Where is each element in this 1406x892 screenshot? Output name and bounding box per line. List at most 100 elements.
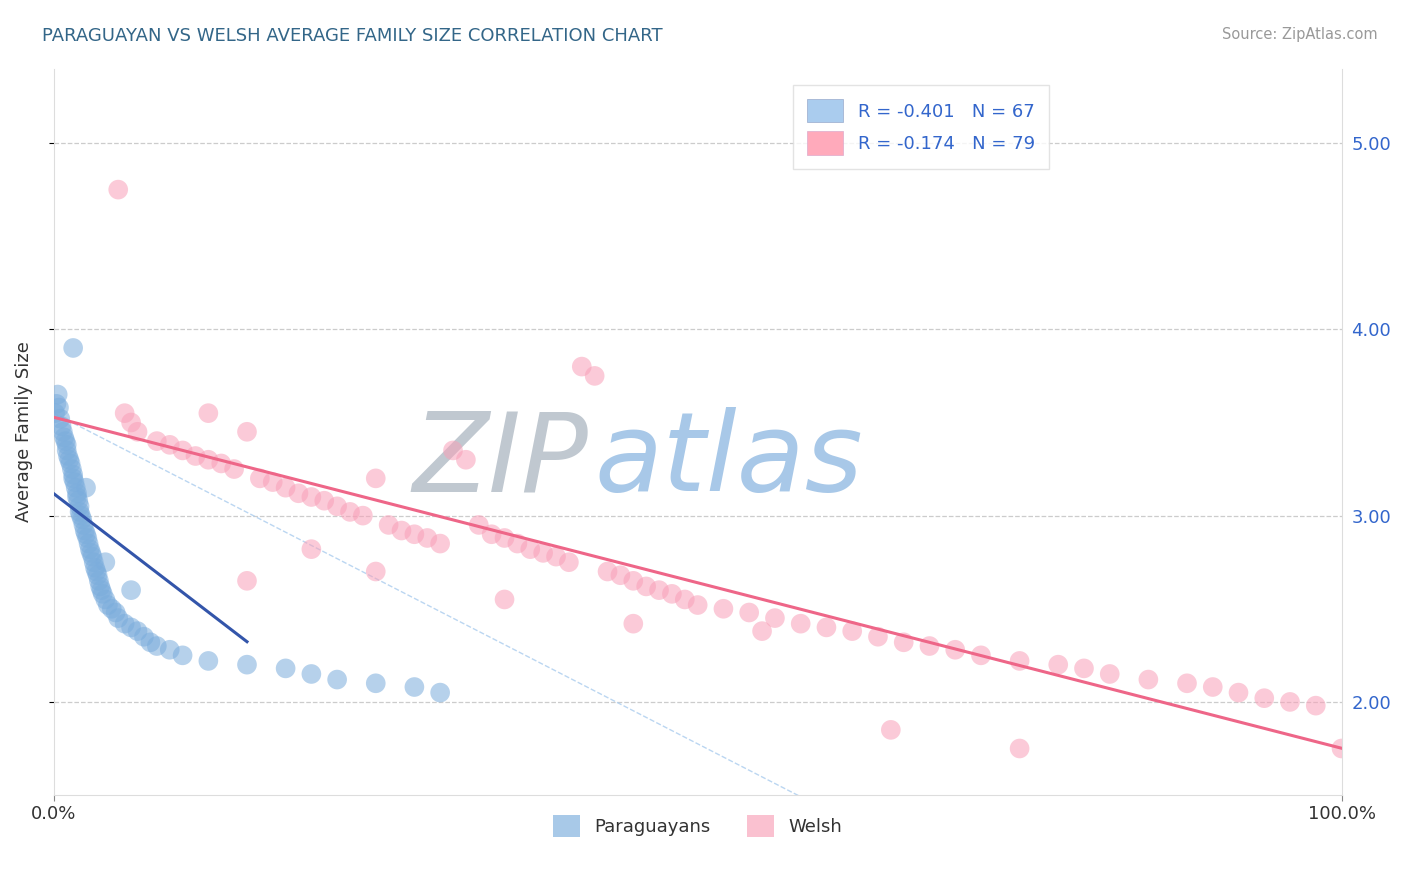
Point — [596, 565, 619, 579]
Point — [146, 434, 169, 449]
Legend: R = -0.401   N = 67, R = -0.174   N = 79: R = -0.401 N = 67, R = -0.174 N = 79 — [793, 85, 1049, 169]
Point — [49, 411, 72, 425]
Point — [274, 661, 297, 675]
Point — [83, 555, 105, 569]
Point — [87, 574, 110, 588]
Point — [63, 475, 86, 489]
Point — [44, 406, 66, 420]
Point — [531, 546, 554, 560]
Point — [299, 490, 322, 504]
Point — [72, 517, 94, 532]
Point — [236, 657, 259, 672]
Point — [377, 517, 399, 532]
Point — [139, 635, 162, 649]
Point — [441, 443, 464, 458]
Point — [1330, 741, 1353, 756]
Point — [970, 648, 993, 663]
Point — [1175, 676, 1198, 690]
Point — [287, 486, 309, 500]
Point — [1202, 680, 1225, 694]
Point — [107, 183, 129, 197]
Point — [621, 616, 644, 631]
Point — [120, 416, 142, 430]
Point — [352, 508, 374, 523]
Point — [86, 568, 108, 582]
Point — [519, 542, 541, 557]
Point — [197, 406, 219, 420]
Point — [1279, 695, 1302, 709]
Point — [494, 531, 516, 545]
Point — [468, 517, 491, 532]
Point — [841, 624, 863, 639]
Point — [120, 583, 142, 598]
Point — [69, 505, 91, 519]
Point — [146, 639, 169, 653]
Point — [46, 387, 69, 401]
Point — [209, 457, 232, 471]
Point — [89, 579, 111, 593]
Point — [364, 565, 387, 579]
Point — [391, 524, 413, 538]
Point — [67, 493, 90, 508]
Point — [48, 401, 70, 415]
Y-axis label: Average Family Size: Average Family Size — [15, 342, 32, 522]
Point — [1008, 741, 1031, 756]
Point — [79, 542, 101, 557]
Point — [364, 471, 387, 485]
Point — [65, 481, 87, 495]
Point — [454, 452, 477, 467]
Point — [62, 471, 84, 485]
Point — [404, 680, 426, 694]
Point — [416, 531, 439, 545]
Point — [558, 555, 581, 569]
Text: PARAGUAYAN VS WELSH AVERAGE FAMILY SIZE CORRELATION CHART: PARAGUAYAN VS WELSH AVERAGE FAMILY SIZE … — [42, 27, 662, 45]
Point — [1227, 685, 1250, 699]
Point — [299, 667, 322, 681]
Point — [59, 457, 82, 471]
Point — [429, 536, 451, 550]
Point — [75, 481, 97, 495]
Point — [104, 606, 127, 620]
Text: ZIP: ZIP — [412, 408, 588, 515]
Point — [70, 512, 93, 526]
Point — [51, 419, 73, 434]
Point — [56, 449, 79, 463]
Point — [172, 648, 194, 663]
Point — [571, 359, 593, 374]
Point — [1305, 698, 1327, 713]
Point — [52, 425, 75, 439]
Point — [506, 536, 529, 550]
Point — [326, 500, 349, 514]
Point — [66, 486, 89, 500]
Point — [73, 524, 96, 538]
Point — [274, 481, 297, 495]
Point — [159, 438, 181, 452]
Text: atlas: atlas — [595, 408, 863, 515]
Point — [58, 452, 80, 467]
Point — [76, 531, 98, 545]
Point — [90, 583, 112, 598]
Point — [80, 546, 103, 560]
Point — [132, 630, 155, 644]
Point — [583, 368, 606, 383]
Point — [127, 624, 149, 639]
Point — [686, 598, 709, 612]
Point — [429, 685, 451, 699]
Point — [609, 568, 631, 582]
Point — [184, 449, 207, 463]
Point — [1047, 657, 1070, 672]
Point — [339, 505, 361, 519]
Point — [55, 443, 77, 458]
Point — [70, 508, 93, 523]
Point — [236, 425, 259, 439]
Point — [648, 583, 671, 598]
Point — [94, 592, 117, 607]
Point — [86, 565, 108, 579]
Point — [880, 723, 903, 737]
Text: Source: ZipAtlas.com: Source: ZipAtlas.com — [1222, 27, 1378, 42]
Point — [75, 527, 97, 541]
Point — [661, 587, 683, 601]
Point — [918, 639, 941, 653]
Point — [299, 542, 322, 557]
Point — [114, 406, 136, 420]
